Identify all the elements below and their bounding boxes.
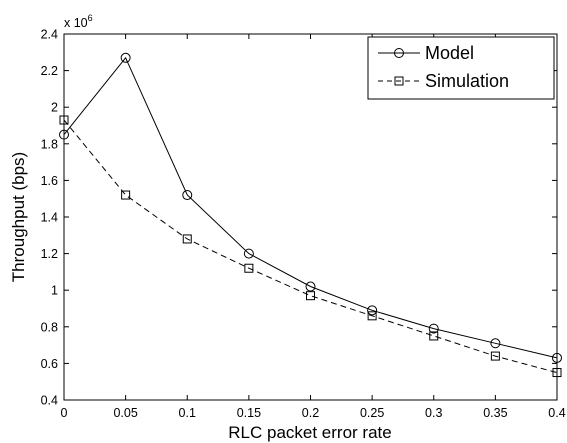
y-tick-label: 2.2 — [41, 64, 58, 78]
legend-box — [367, 36, 555, 100]
legend-label-model: Model — [425, 43, 474, 63]
y-multiplier-label: x 106 — [64, 13, 93, 30]
data-point-simulation — [182, 234, 192, 244]
legend-marker-simulation — [394, 76, 404, 86]
data-point-simulation — [121, 190, 131, 200]
data-point-model — [305, 281, 316, 292]
data-point-model — [182, 190, 193, 201]
data-point-model — [490, 338, 501, 349]
x-tick-label: 0.2 — [302, 406, 319, 420]
y-tick-label: 1.2 — [41, 247, 58, 261]
y-tick-label: 0.8 — [41, 320, 58, 334]
y-axis-label: Throughput (bps) — [9, 152, 28, 282]
x-axis-label: RLC packet error rate — [228, 423, 391, 442]
data-point-simulation — [490, 351, 500, 361]
y-tick-label: 2.4 — [41, 28, 58, 42]
x-tick-label: 0.4 — [548, 406, 565, 420]
data-point-model — [59, 129, 69, 140]
x-tick-label: 0.05 — [113, 406, 137, 420]
legend: Model Simulation — [367, 36, 555, 100]
y-axis-ticks: 0.4 0.6 0.8 1 1.2 1.4 1.6 1.8 2 2.2 2.4 — [41, 28, 557, 408]
y-tick-label: 1.4 — [41, 211, 58, 225]
data-point-model — [552, 352, 562, 363]
data-point-simulation — [429, 331, 439, 341]
x-tick-label: 0 — [61, 406, 68, 420]
x-tick-label: 0.35 — [483, 406, 507, 420]
series-layer — [59, 52, 562, 378]
series-line-model — [63, 56, 558, 359]
data-point-model — [243, 248, 254, 259]
y-tick-label: 1.8 — [41, 137, 58, 151]
data-point-model — [367, 305, 378, 316]
data-point-simulation — [59, 115, 69, 125]
legend-label-simulation: Simulation — [425, 71, 509, 91]
data-point-simulation — [367, 311, 377, 321]
data-point-model — [428, 323, 439, 334]
x-tick-label: 0.1 — [179, 406, 196, 420]
y-tick-label: 0.6 — [41, 357, 58, 371]
x-tick-label: 0.25 — [360, 406, 384, 420]
y-tick-label: 1 — [51, 284, 58, 298]
x-tick-label: 0.15 — [237, 406, 261, 420]
y-tick-label: 0.4 — [41, 394, 58, 408]
legend-marker-model — [394, 48, 404, 58]
data-point-simulation — [306, 291, 315, 301]
y-tick-label: 1.6 — [41, 174, 58, 188]
data-point-simulation — [244, 263, 254, 273]
y-tick-label: 2 — [51, 101, 58, 115]
series-line-simulation — [63, 119, 558, 374]
data-point-simulation — [552, 368, 562, 378]
x-tick-label: 0.3 — [425, 406, 442, 420]
data-point-model — [120, 52, 131, 63]
